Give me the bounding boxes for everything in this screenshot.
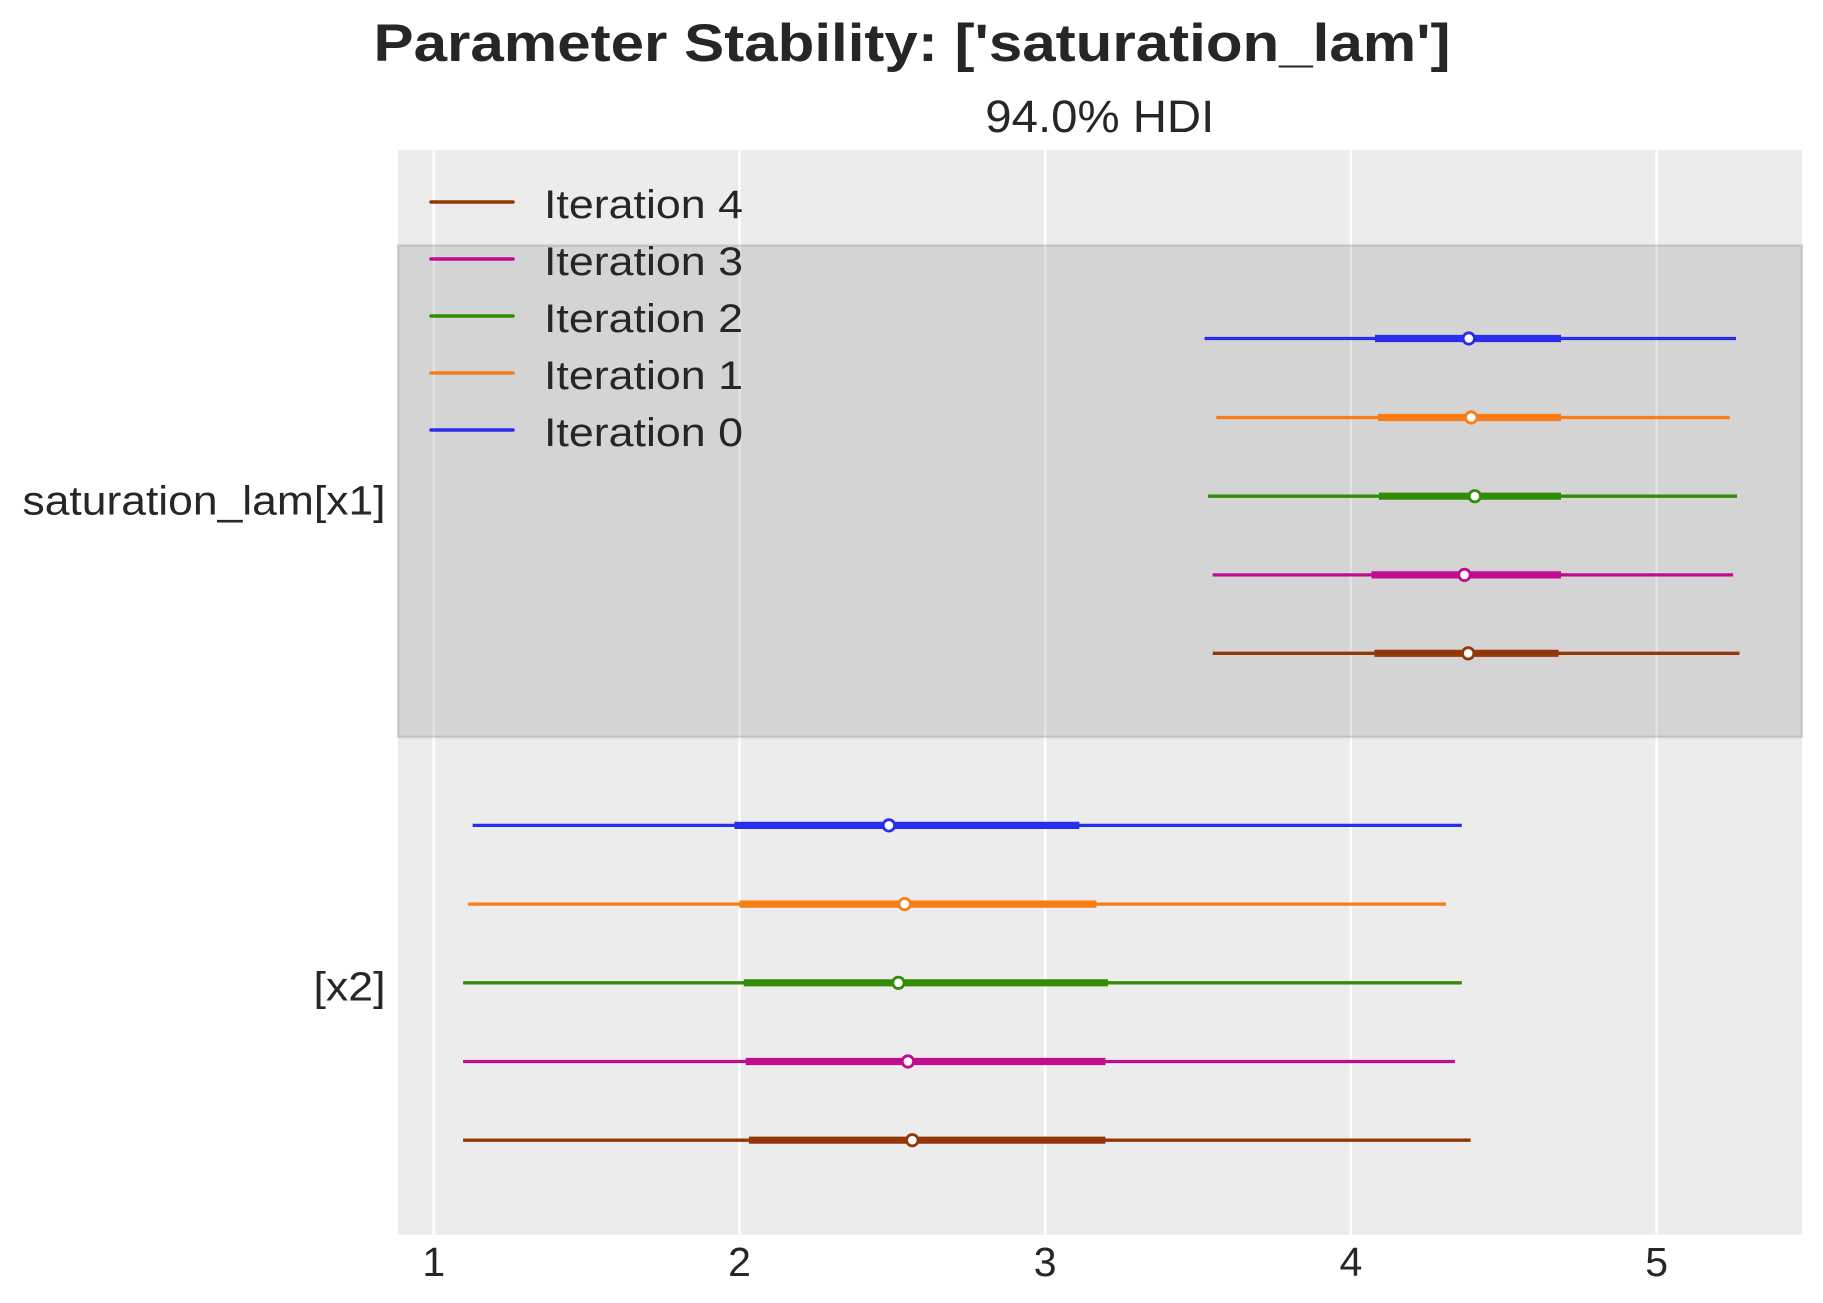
svg-text:Iteration 4: Iteration 4 xyxy=(544,183,743,227)
svg-text:Iteration 3: Iteration 3 xyxy=(544,240,743,284)
svg-text:5: 5 xyxy=(1645,1239,1668,1285)
svg-text:4: 4 xyxy=(1339,1239,1362,1285)
svg-text:94.0% HDI: 94.0% HDI xyxy=(985,91,1214,142)
svg-text:3: 3 xyxy=(1034,1239,1057,1285)
svg-text:[x2]: [x2] xyxy=(314,963,386,1009)
svg-text:2: 2 xyxy=(728,1239,751,1285)
svg-text:Iteration 2: Iteration 2 xyxy=(544,297,743,341)
svg-text:Parameter Stability: ['saturat: Parameter Stability: ['saturation_lam'] xyxy=(374,14,1451,73)
svg-text:saturation_lam[x1]: saturation_lam[x1] xyxy=(23,477,386,523)
svg-text:Iteration 0: Iteration 0 xyxy=(544,411,743,455)
svg-text:1: 1 xyxy=(422,1239,445,1285)
svg-text:Iteration 1: Iteration 1 xyxy=(544,354,743,398)
